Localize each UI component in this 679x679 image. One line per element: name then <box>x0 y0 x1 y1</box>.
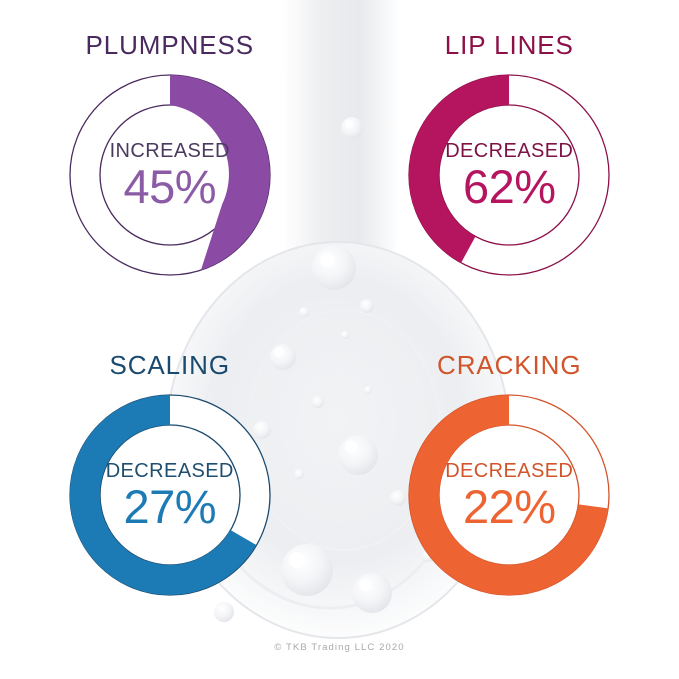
chart-card-lip-lines: LIP LINES DECREASED 62% <box>340 0 679 340</box>
donut-arc-fill-plumpness <box>169 75 270 271</box>
donut-chart-cracking: DECREASED 22% <box>401 387 617 603</box>
donut-arc-fill-scaling <box>69 394 257 595</box>
chart-title-lip-lines: LIP LINES <box>444 30 574 60</box>
chart-title-plumpness: PLUMPNESS <box>85 30 254 60</box>
footer: © TKB Trading LLC 2020 <box>0 637 679 655</box>
donut-chart-lip-lines: DECREASED 62% <box>401 67 617 283</box>
chart-card-cracking: CRACKING DECREASED 22% <box>340 340 679 640</box>
chart-title-cracking: CRACKING <box>437 350 582 380</box>
copyright-text: © TKB Trading LLC 2020 <box>274 642 405 653</box>
donut-chart-scaling: DECREASED 27% <box>62 387 278 603</box>
chart-title-scaling: SCALING <box>109 350 230 380</box>
donut-chart-plumpness: INCREASED 45% <box>62 67 278 283</box>
chart-card-plumpness: PLUMPNESS INCREASED 45% <box>0 0 340 340</box>
donut-arc-fill-lip-lines <box>409 74 510 263</box>
chart-card-scaling: SCALING DECREASED 27% <box>0 340 340 640</box>
